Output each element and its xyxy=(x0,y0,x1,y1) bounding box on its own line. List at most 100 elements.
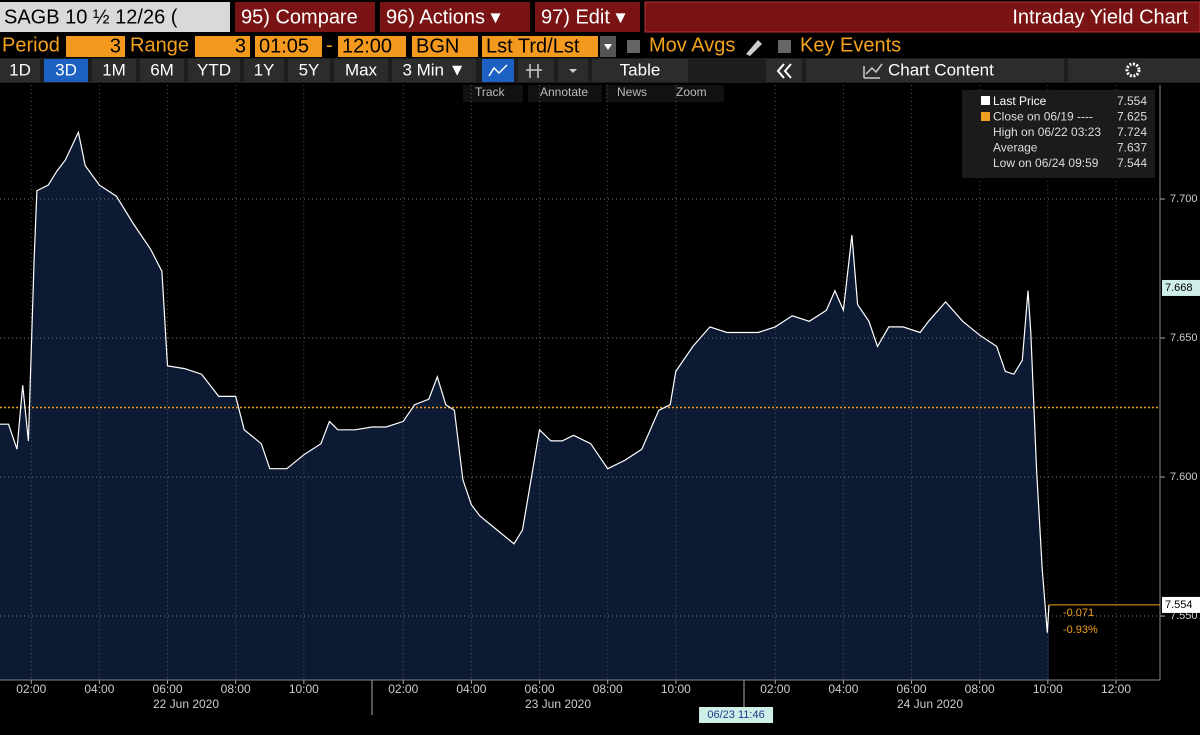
chart-content-icon xyxy=(863,63,883,79)
dropdown-arrow xyxy=(604,44,612,50)
setting-value: 3 xyxy=(235,35,246,57)
area-fill xyxy=(0,132,1049,681)
crosshair-x-label: 06/23 11:46 xyxy=(707,709,764,721)
range-button-label: 1M xyxy=(102,60,126,79)
setting-field[interactable] xyxy=(195,36,250,57)
setting-value: 3 xyxy=(110,35,121,57)
setting-field[interactable] xyxy=(482,36,598,57)
x-tick-label: 02:00 xyxy=(388,682,418,696)
range-button[interactable] xyxy=(0,59,40,82)
range-button[interactable] xyxy=(244,59,284,82)
legend-swatch xyxy=(981,96,990,105)
x-tick-label: 08:00 xyxy=(221,682,251,696)
range-label: Range xyxy=(130,34,189,56)
pencil-icon xyxy=(746,40,762,56)
range-button[interactable] xyxy=(334,59,388,82)
x-tick-label: 06:00 xyxy=(153,682,183,696)
x-tick-label: 10:00 xyxy=(661,682,691,696)
chart-content-button[interactable] xyxy=(806,59,1064,82)
security-field[interactable] xyxy=(0,2,230,32)
price-line xyxy=(0,130,1050,633)
setting-field[interactable] xyxy=(412,36,478,57)
menu-button[interactable] xyxy=(235,2,375,32)
tool-label: News xyxy=(617,85,647,99)
last-price-box xyxy=(1162,596,1200,613)
x-tick-label: 08:00 xyxy=(593,682,623,696)
collapse-button[interactable] xyxy=(766,59,802,82)
tool-button[interactable] xyxy=(664,85,724,102)
y-tick-label: 7.650 xyxy=(1170,332,1198,344)
x-tick-label: 04:00 xyxy=(828,682,858,696)
range-button-label: 6M xyxy=(150,60,174,79)
menu-button[interactable] xyxy=(535,2,640,32)
menu-button[interactable] xyxy=(380,2,530,32)
mov-avgs: Mov Avgs xyxy=(649,34,735,56)
range-button[interactable] xyxy=(392,59,476,82)
setting-value: 12:00 xyxy=(342,35,392,57)
chart-icon xyxy=(488,64,508,77)
setting-value: BGN xyxy=(416,35,459,57)
change-label: -0.071 xyxy=(1063,607,1094,619)
checkbox[interactable] xyxy=(778,40,791,53)
tool-button[interactable] xyxy=(463,85,523,102)
tool-label: Zoom xyxy=(676,85,707,99)
range-button[interactable] xyxy=(140,59,184,82)
x-tick-label: 10:00 xyxy=(289,682,319,696)
y-tick-label: 7.700 xyxy=(1170,193,1198,205)
bar-icon xyxy=(526,64,542,78)
table-button[interactable] xyxy=(592,59,688,82)
legend-label: Low on 06/24 09:59 xyxy=(993,156,1099,170)
x-tick-label: 08:00 xyxy=(965,682,995,696)
x-tick-label: 12:00 xyxy=(1101,682,1131,696)
checkbox[interactable] xyxy=(627,40,640,53)
table-label: Table xyxy=(620,60,661,79)
legend-label: High on 06/22 03:23 xyxy=(993,125,1101,139)
tool-button[interactable] xyxy=(528,85,602,102)
crosshair-y-label: 7.668 xyxy=(1165,282,1193,294)
legend-value: 7.724 xyxy=(1117,125,1147,139)
range-button-label: YTD xyxy=(197,60,231,79)
range-separator: - xyxy=(326,34,333,56)
chart-type-button[interactable] xyxy=(482,59,514,82)
tool-label: Annotate xyxy=(540,85,588,99)
menu-button-label: 97) Edit ▾ xyxy=(541,6,626,28)
legend-value: 7.554 xyxy=(1117,94,1147,108)
legend-value: 7.637 xyxy=(1117,141,1147,155)
date-label: 23 Jun 2020 xyxy=(525,697,591,711)
setting-value: Lst Trd/Lst xyxy=(486,35,580,57)
date-label: 22 Jun 2020 xyxy=(153,697,219,711)
setting-value: 01:05 xyxy=(259,35,309,57)
x-tick-label: 06:00 xyxy=(897,682,927,696)
range-button[interactable] xyxy=(92,59,136,82)
setting-field[interactable] xyxy=(66,36,125,57)
menu-button-label: 95) Compare xyxy=(241,6,358,28)
chart-content-label: Chart Content xyxy=(888,60,994,79)
setting-field[interactable] xyxy=(255,36,322,57)
collapse-icon xyxy=(776,63,792,79)
legend-value: 7.625 xyxy=(1117,110,1147,124)
legend-value: 7.544 xyxy=(1117,156,1147,170)
setting-field[interactable] xyxy=(338,36,406,57)
range-button-label: 3 Min ▼ xyxy=(402,60,465,79)
settings-button[interactable] xyxy=(1068,59,1200,82)
y-tick-label: 7.550 xyxy=(1170,610,1198,622)
tool-button[interactable] xyxy=(605,85,665,102)
change-pct-label: -0.93% xyxy=(1063,624,1098,636)
x-tick-label: 04:00 xyxy=(456,682,486,696)
title-bar xyxy=(644,1,1200,33)
window-title: Intraday Yield Chart xyxy=(1012,6,1188,28)
range-button-label: 1D xyxy=(9,60,31,79)
range-button[interactable] xyxy=(188,59,240,82)
last-price-label: 7.554 xyxy=(1165,599,1193,611)
legend-box xyxy=(962,90,1155,178)
range-button[interactable] xyxy=(288,59,330,82)
range-button[interactable] xyxy=(44,59,88,82)
x-tick-label: 04:00 xyxy=(84,682,114,696)
tool-label: Track xyxy=(475,85,506,99)
menu-button-label: 96) Actions ▾ xyxy=(386,6,501,28)
crosshair-x-box xyxy=(699,707,774,723)
legend-label: Last Price xyxy=(993,94,1047,108)
period-label: Period xyxy=(2,34,60,56)
